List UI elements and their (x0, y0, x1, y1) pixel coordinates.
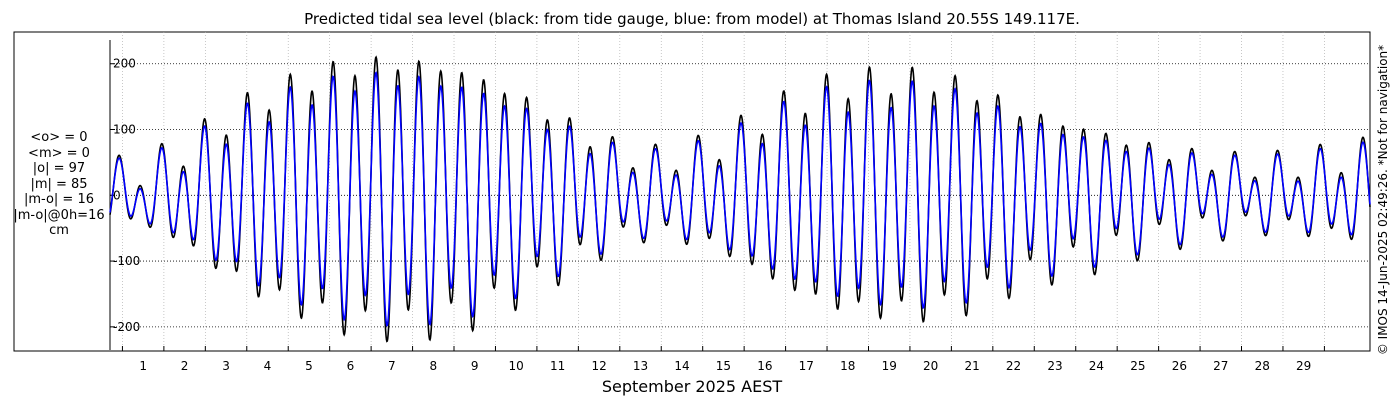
x-tick-label: 5 (305, 359, 313, 373)
stat-abs-model: |m| = 85 (30, 176, 88, 192)
stat-mean-observed: <o> = 0 (30, 130, 88, 145)
x-tick-label: 6 (347, 359, 355, 373)
x-tick-label: 7 (388, 359, 396, 373)
x-tick-label: 10 (509, 359, 524, 373)
y-tick-label: -200 (113, 320, 140, 334)
x-axis: 1 2 3 4 5 6 7 8 9 10 11 12 13 14 15 16 17 18 19 20 21 22 23 24 2… (121, 346, 1325, 373)
y-axis: -200 -100 0 100 200 (109, 40, 140, 350)
x-tick-label: 27 (1213, 359, 1228, 373)
x-tick-label: 8 (429, 359, 437, 373)
y-tick-label: 0 (113, 188, 121, 202)
x-tick-label: 15 (716, 359, 731, 373)
stat-abs-observed: |o| = 97 (32, 161, 86, 176)
x-tick-label: 12 (591, 359, 606, 373)
stat-mean-model: <m> = 0 (28, 145, 90, 161)
x-tick-label: 29 (1296, 359, 1311, 373)
copyright-note: © IMOS 14-Jun-2025 02:49:26. *Not for na… (1376, 44, 1390, 356)
y-tick-label: 100 (113, 123, 136, 137)
x-tick-label: 26 (1172, 359, 1187, 373)
stat-unit: cm (49, 223, 69, 238)
x-tick-label: 24 (1089, 359, 1104, 373)
x-tick-label: 4 (264, 359, 272, 373)
x-tick-label: 20 (923, 359, 938, 373)
x-tick-label: 17 (799, 359, 814, 373)
x-tick-label: 23 (1047, 359, 1062, 373)
x-tick-label: 18 (840, 359, 855, 373)
x-tick-label: 3 (222, 359, 230, 373)
plot-frame (13, 31, 1371, 352)
chart-title: Predicted tidal sea level (black: from t… (304, 10, 1080, 28)
x-axis-label: September 2025 AEST (602, 377, 783, 396)
x-tick-label: 22 (1006, 359, 1021, 373)
series-layer (109, 55, 1371, 343)
statistics-panel: <o> = 0 <m> = 0 |o| = 97 |m| = 85 |m-o| … (0, 130, 118, 239)
x-tick-label: 11 (550, 359, 565, 373)
x-tick-label: 1 (139, 359, 147, 373)
y-tick-label: -100 (113, 254, 140, 268)
series-line-model (109, 71, 1371, 327)
x-tick-label: 9 (471, 359, 479, 373)
stat-abs-diff: |m-o| = 16 (23, 192, 94, 207)
x-tick-label: 19 (882, 359, 897, 373)
x-tick-label: 14 (674, 359, 689, 373)
x-tick-label: 21 (964, 359, 979, 373)
x-tick-label: 13 (633, 359, 648, 373)
y-tick-label: 200 (113, 57, 136, 71)
x-tick-label: 16 (757, 359, 772, 373)
x-tick-label: 28 (1255, 359, 1270, 373)
x-tick-label: 2 (181, 359, 189, 373)
x-tick-label: 25 (1130, 359, 1145, 373)
series-line-tide-gauge (109, 55, 1371, 343)
stat-abs-diff-0h: |m-o|@0h=16 (13, 207, 105, 223)
